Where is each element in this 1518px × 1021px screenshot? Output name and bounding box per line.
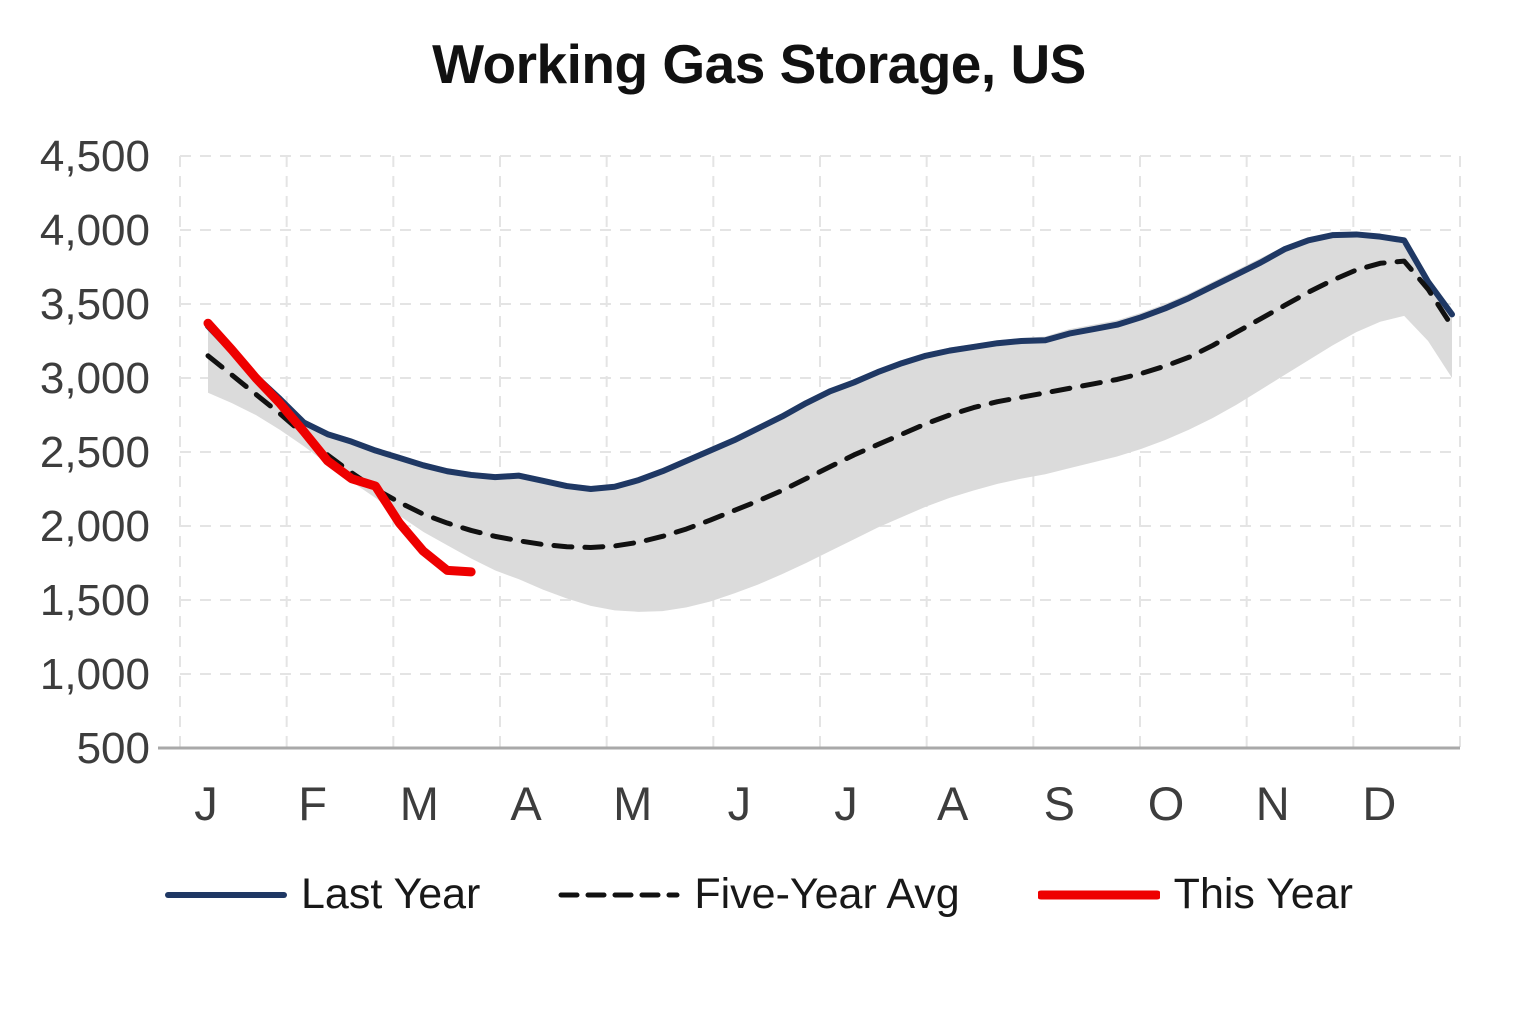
x-tick-label: O <box>1148 777 1185 830</box>
five-year-range-band <box>208 232 1452 612</box>
y-tick-label: 4,000 <box>40 206 150 255</box>
x-tick-label: A <box>937 777 969 830</box>
x-tick-label: D <box>1362 777 1396 830</box>
x-tick-label: J <box>728 777 752 830</box>
series-line-last-year <box>205 231 1455 492</box>
legend-label: This Year <box>1173 870 1353 918</box>
x-tick-label: A <box>510 777 542 830</box>
legend-item-last-year: Last Year <box>165 870 480 919</box>
y-tick-label: 3,000 <box>40 354 150 403</box>
y-tick-label: 500 <box>77 724 150 773</box>
chart-title: Working Gas Storage, US <box>432 33 1086 95</box>
y-tick-label: 1,500 <box>40 576 150 625</box>
x-tick-label: M <box>400 777 439 830</box>
y-tick-label: 3,500 <box>40 280 150 329</box>
y-tick-label: 2,500 <box>40 428 150 477</box>
x-tick-label: S <box>1044 777 1075 830</box>
legend: Last Year Five-Year Avg This Year <box>0 870 1518 919</box>
x-tick-label: N <box>1256 777 1290 830</box>
last-year-line-swatch-icon <box>165 891 288 898</box>
x-tick-label: F <box>298 777 327 830</box>
legend-label: Last Year <box>301 870 481 918</box>
y-tick-label: 4,500 <box>40 132 150 181</box>
this-year-line-swatch-icon <box>1037 890 1160 899</box>
five-year-avg-dashed-swatch-icon <box>558 892 680 897</box>
chart-container: Working Gas Storage, US 500 1,000 1,500 2,0… <box>0 32 1518 919</box>
series-line-this-year <box>203 318 476 577</box>
x-tick-label: M <box>613 777 652 830</box>
legend-item-this-year: This Year <box>1037 870 1353 919</box>
legend-label: Five-Year Avg <box>694 870 960 918</box>
legend-item-five-year-avg: Five-Year Avg <box>558 870 960 919</box>
x-tick-label: J <box>194 777 218 830</box>
plot-area: 500 1,000 1,500 2,000 2,500 3,000 3,500 4,000 4,… <box>40 132 1461 830</box>
x-tick-label: J <box>834 777 858 830</box>
y-tick-label: 1,000 <box>40 650 150 699</box>
y-tick-label: 2,000 <box>40 502 150 551</box>
series-line-five-year-avg <box>205 258 1455 550</box>
